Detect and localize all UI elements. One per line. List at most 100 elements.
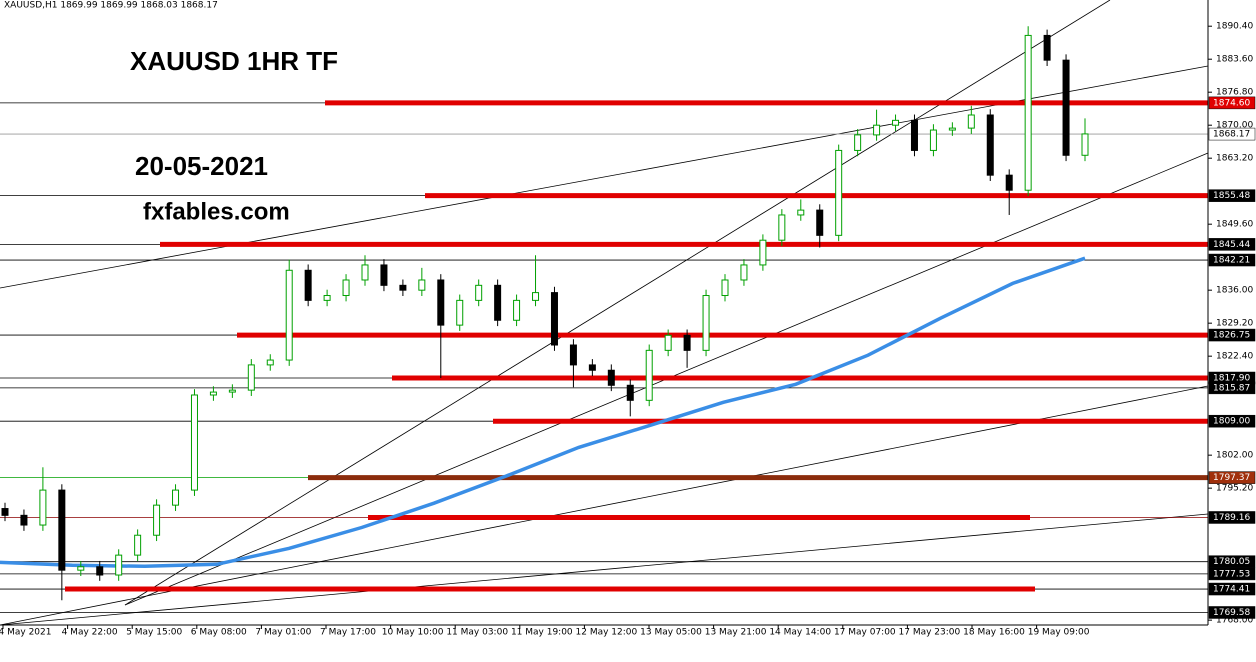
candle-body [816,209,824,236]
candle-body [645,349,653,401]
candle-body [569,344,577,366]
level-label: 1789.16 [1213,513,1250,523]
y-tick-label: 1768.00 [1216,616,1253,626]
level-box [1208,414,1256,428]
level-label: 1797.37 [1213,473,1250,483]
level-box [1208,96,1256,110]
trend-line [0,385,1209,626]
candle-body [910,119,918,151]
annotation: fxfables.com [143,198,290,225]
x-tick-label: 7 May 01:00 [255,628,311,638]
candle-body [247,364,255,391]
level-box [1208,471,1256,484]
candle-body [494,284,502,321]
marks [0,26,1089,601]
candle-body [873,124,881,136]
candle-body [607,369,615,386]
candle-body [304,269,312,301]
y-tick-label: 1883.60 [1216,55,1253,65]
candle-body [228,389,236,393]
candle-body [588,364,596,371]
level-label: 1769.58 [1213,608,1250,618]
candle-body [664,334,672,351]
x-tick-label: 14 May 14:00 [769,628,831,638]
x-tick-label: 17 May 07:00 [834,628,896,638]
candle-body [77,566,85,571]
candle-body [115,554,123,576]
candle-body [209,391,217,396]
level-box [1208,567,1256,581]
level-label: 1809.00 [1213,417,1250,427]
candle-body [172,489,180,506]
level-box [1208,582,1256,596]
candle-body [1043,34,1051,61]
y-tick-label: 1802.00 [1216,451,1253,461]
axis: 1890.40 1883.60 1876.80 1870.00 1863.20 1849.… [0,22,1256,638]
candle-body [892,119,900,126]
candle-body [134,534,142,556]
y-tick-label: 1876.80 [1216,88,1253,98]
candle-body [1024,34,1032,191]
candle-body [399,284,407,291]
candle-body [759,239,767,266]
y-tick-label: 1870.00 [1216,121,1253,131]
candle-body [58,489,66,571]
trend-line [0,513,1209,626]
y-tick-label: 1849.60 [1216,220,1253,230]
level-box [1208,189,1256,202]
level-label: 1780.05 [1213,557,1250,567]
y-tick-label: 1829.20 [1216,319,1253,329]
candle-body [323,295,331,301]
header: XAUUSD,H1 1869.99 1869.99 1868.03 1868.1… [4,1,218,11]
candle-body [342,279,350,297]
candle-body [475,284,483,301]
level-box [1208,381,1256,395]
x-tick-label: 17 May 23:00 [899,628,961,638]
candle-body [929,129,937,151]
candle-body [948,127,956,131]
candle-body [1062,59,1070,156]
x-tick-label: 4 May 2021 [0,628,51,638]
x-tick-label: 13 May 21:00 [705,628,767,638]
candle-body [96,566,104,576]
x-tick-label: 13 May 05:00 [640,628,702,638]
candle-body [1,508,9,516]
candle-body [285,269,293,361]
candle-body [361,264,369,281]
levels [0,100,1208,613]
level-label: 1777.53 [1213,569,1250,579]
level-box [1208,238,1256,251]
x-tick-label: 6 May 08:00 [191,628,247,638]
level-box [1208,253,1256,267]
candle-body [740,264,748,281]
level-label: 1774.41 [1213,585,1250,595]
candle-body [986,114,994,176]
y-tick-label: 1795.20 [1216,484,1253,494]
x-tick-label: 5 May 15:00 [126,628,182,638]
level-box [1208,127,1256,141]
moving-average [0,256,1086,569]
x-tick-label: 18 May 16:00 [963,628,1025,638]
candle-body [456,299,464,326]
level-label: 1868.17 [1213,130,1250,140]
level-box [1208,606,1256,619]
candle-body [835,149,843,236]
x-tick-label: 12 May 12:00 [576,628,638,638]
x-tick-label: 10 May 10:00 [382,628,444,638]
candle-body [1081,133,1089,156]
candle-body [854,134,862,151]
candle-body [190,394,198,491]
x-tick-label: 11 May 03:00 [446,628,508,638]
candle-body [20,514,28,526]
x-tick-label: 11 May 19:00 [511,628,573,638]
level-box [1208,328,1256,342]
x-tick-label: 4 May 22:00 [62,628,118,638]
level-label: 1845.44 [1213,240,1250,250]
x-tick-label: 19 May 09:00 [1028,628,1090,638]
candle-body [266,359,274,366]
chart-title: XAUUSD 1HR TF [130,46,338,76]
candle-body [532,292,540,301]
level-label: 1817.90 [1213,374,1250,384]
y-tick-label: 1863.20 [1216,154,1253,164]
candle-body [380,264,388,286]
